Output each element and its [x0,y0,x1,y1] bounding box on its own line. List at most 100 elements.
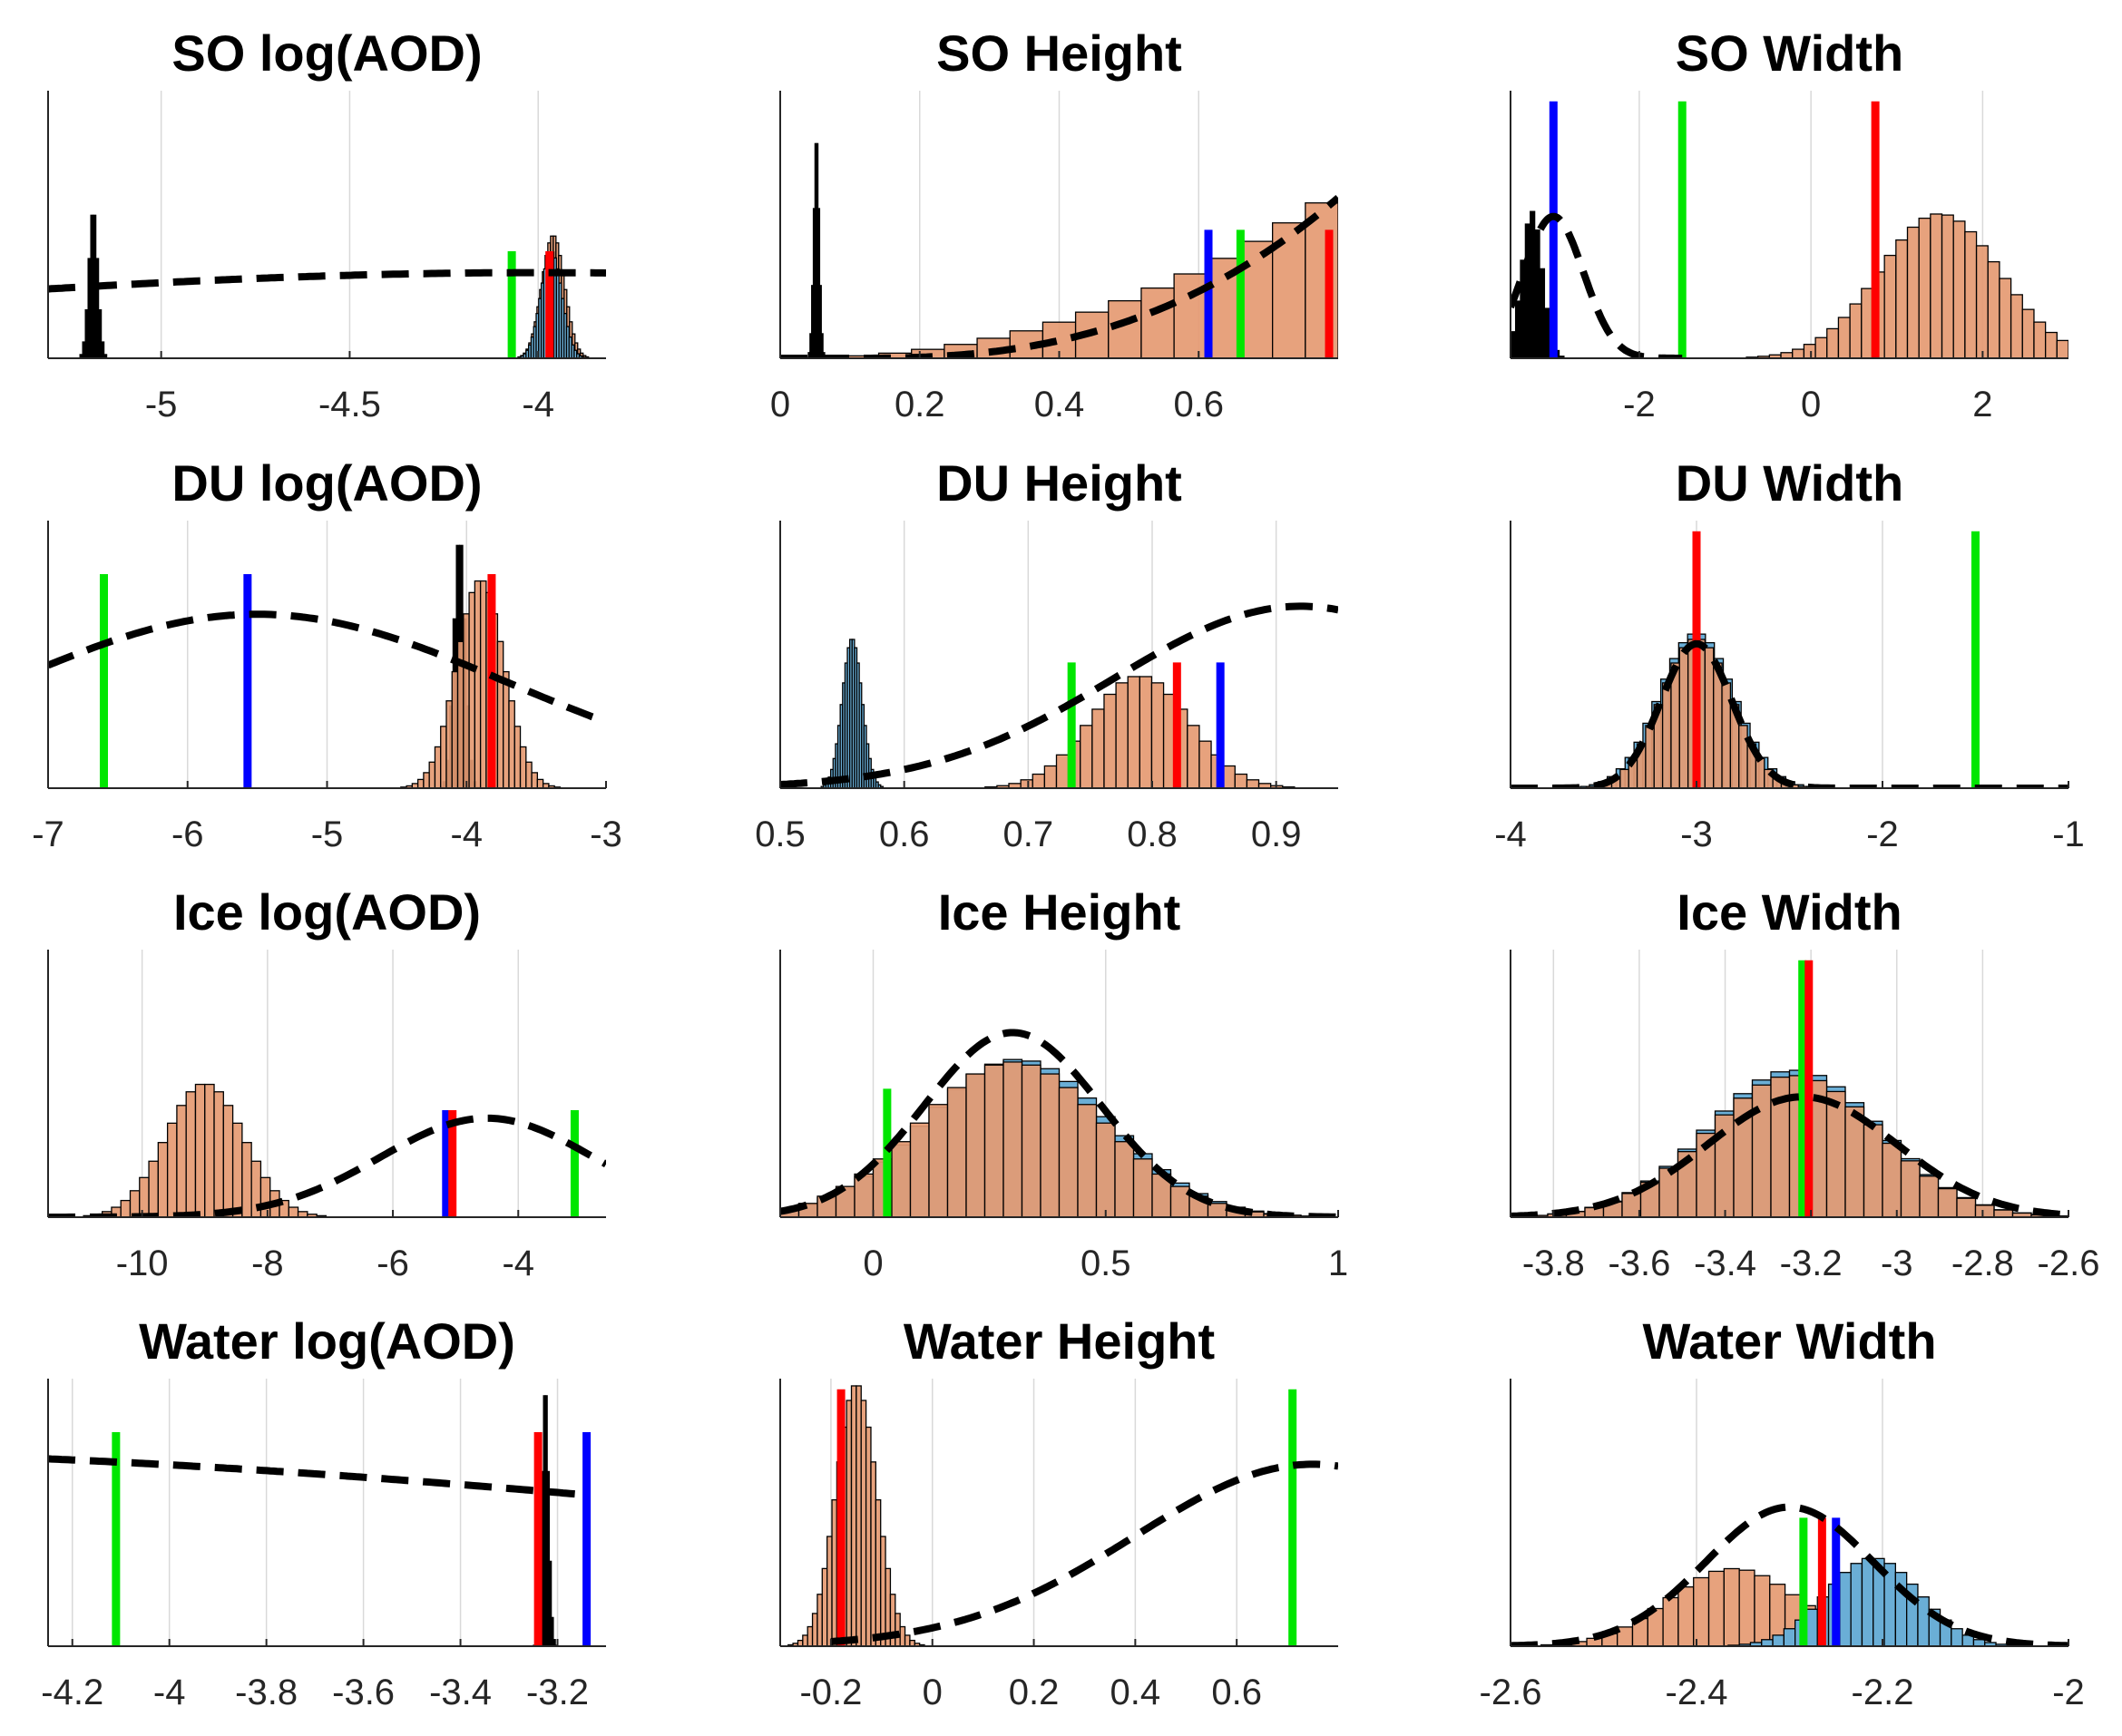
histogram-bar [1837,317,1851,358]
subplot-water-height: Water Height -0.2 0 0.2 0.4 0.6 [779,1312,1338,1712]
histogram-bar [865,1426,872,1646]
histogram-bar [831,1499,838,1646]
histogram-bar [1721,682,1732,788]
x-tick-label: -5 [311,814,344,854]
x-tick-label: 0.5 [1081,1243,1131,1283]
histogram-bar [1839,1572,1852,1646]
histogram-bar [1040,1073,1061,1217]
x-tick-label: -3.4 [429,1673,492,1712]
histogram-bar [1139,676,1153,788]
histogram-bar [1169,1185,1190,1217]
histogram-bar [451,670,459,788]
histogram-bar [904,1634,911,1646]
histogram-bar [1020,779,1033,788]
histogram-bar [1814,336,1828,358]
histogram-bar [1723,1567,1740,1646]
histogram-bar [1677,1586,1695,1646]
x-tick-label: 0 [863,1243,883,1283]
histogram-bar [1964,230,1978,358]
histogram-bar [1661,682,1672,788]
dashed-prior-curve [48,1455,587,1499]
histogram-bar [1937,1187,1958,1217]
x-tick-label: -4 [502,1243,534,1283]
x-tick-label: -3.8 [1522,1243,1585,1283]
x-tick-label: -3.6 [1608,1243,1670,1283]
x-tick-label: 2 [1972,385,1992,424]
histogram-bar [1077,1104,1098,1217]
histogram-bar [531,772,539,788]
histogram-bar [1894,1572,1908,1646]
histogram-bar [1058,1087,1079,1217]
x-tick-label: -0.2 [799,1673,862,1712]
histogram-bar [965,1073,986,1217]
histogram-bar [1883,1563,1897,1646]
histogram-bar [1055,754,1070,788]
chart-title: Water log(AOD) [139,1312,515,1370]
histogram-bar [1826,327,1840,358]
histogram-bar [536,778,544,788]
histogram-bar [474,580,482,788]
histogram-bar [1559,356,1565,358]
histogram-bar [1707,1570,1725,1646]
dashed-prior-curve [1511,1503,2068,1646]
histogram-bar [463,613,470,788]
histogram-bar [1993,1209,2014,1217]
chart-title: SO log(AOD) [171,24,482,82]
histogram-bar [1187,725,1200,788]
histogram-bar [1658,1167,1679,1217]
histogram-bar [1127,676,1140,788]
histogram-bar [909,1122,930,1217]
histogram-bar [1091,708,1105,788]
histogram-bar [103,354,108,358]
histogram-bar [1678,647,1689,788]
histogram-bar [1918,217,1931,358]
chart-title: SO Width [1676,24,1903,82]
histogram-orange [83,1083,328,1217]
x-tick-label: 0.2 [1009,1673,1060,1712]
histogram-bar [1972,1639,1986,1646]
histogram-bar [468,591,476,788]
histogram-bar [1021,1064,1041,1217]
x-tick-label: 0 [923,1673,943,1712]
chart-title: Ice log(AOD) [173,883,481,941]
histogram-bar [259,1176,271,1217]
chart-title: DU Width [1676,454,1903,512]
histogram-bar [895,1613,901,1646]
x-tick-label: -1 [2052,814,2085,854]
x-tick-label: -3.4 [1694,1243,1756,1283]
subplot-du-width: DU Width -4 -3 -2 -1 [1494,454,2085,854]
dashed-prior-curve [48,610,606,726]
x-tick-label: -2.8 [1951,1243,2014,1283]
histogram-bar [1761,1639,1774,1646]
histogram-bar [2010,294,2023,358]
histogram-bar [1222,765,1236,788]
histogram-bar [1882,1142,1902,1217]
subplot-ice-height: Ice Height 0 0.5 1 [779,883,1348,1283]
subplot-du-height: DU Height 0.5 0.6 0.7 0.8 0.9 [755,454,1338,854]
x-tick-label: -4.2 [41,1673,103,1712]
histogram-bar [802,1634,808,1646]
histogram-orange [1511,1075,2068,1217]
x-tick-label: 0.7 [1003,814,1054,854]
histogram-bar [1850,1563,1863,1646]
histogram-bar [513,726,522,788]
histogram-bar [1987,260,2000,358]
chart-title: Ice Width [1677,883,1902,941]
histogram-bar [1803,344,1816,358]
histogram-bar [821,333,824,358]
histogram-bar [1234,773,1248,788]
histogram-bar [1738,725,1748,788]
histogram-bar [983,1064,1004,1217]
histogram-bar [1043,765,1058,788]
x-tick-label: -4 [450,814,483,854]
histogram-bar [891,1141,912,1217]
histogram-bar [1002,1061,1023,1217]
histogram-bar [1103,693,1117,788]
histogram-bar [1114,1141,1135,1217]
histogram-bar [496,640,504,788]
histogram-blue [820,639,885,788]
x-tick-label: 0.5 [755,814,806,854]
x-tick-label: -3.2 [1780,1243,1843,1283]
histogram-bar [87,258,92,358]
